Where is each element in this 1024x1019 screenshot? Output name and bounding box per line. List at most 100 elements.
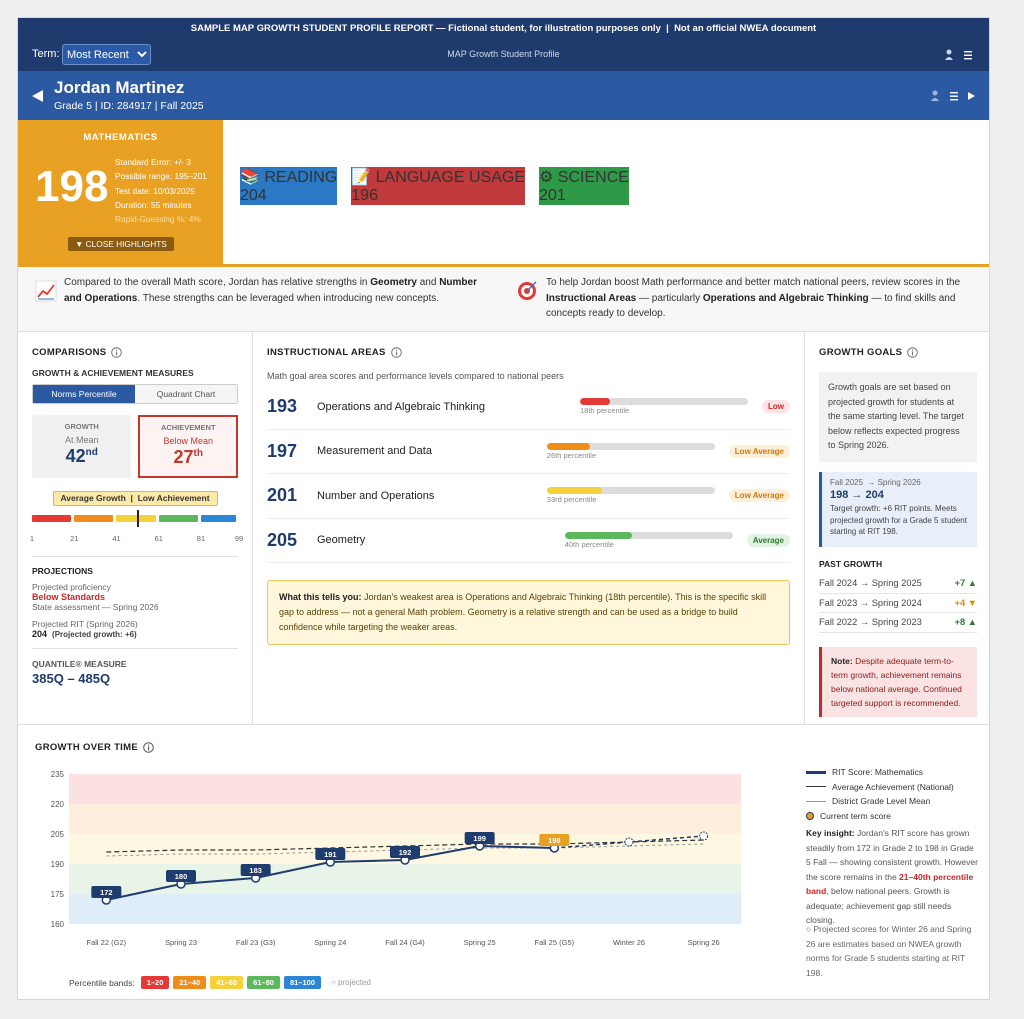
text-run: — to find skills and concepts ready to d… <box>546 292 956 320</box>
percentile-label: 33rd percentile <box>546 495 597 505</box>
instructional-description: Math goal area scores and performance le… <box>267 371 564 381</box>
band-chip: 1–20 <box>140 976 170 989</box>
achievement-label: ACHIEVEMENT <box>160 423 216 432</box>
data-label-bg <box>91 886 122 898</box>
proficiency-note: State assessment — Spring 2026 <box>32 602 159 612</box>
area-bar: 26th percentile <box>546 442 715 460</box>
area-score: 205 <box>267 529 298 550</box>
subject-pill[interactable]: 📚 READING 204 <box>240 167 338 205</box>
bar-fill <box>580 398 611 406</box>
tab[interactable]: Quadrant Chart <box>135 385 237 403</box>
percentile-band <box>69 894 741 924</box>
legend-item: Average Achievement (National) <box>806 780 954 795</box>
bar-track <box>546 442 715 450</box>
area-bar: 40th percentile <box>564 531 733 549</box>
band-chip: 81–100 <box>283 976 321 989</box>
toolbar-icons[interactable] <box>944 49 974 61</box>
x-tick-label: Fall 24 (G4) <box>385 938 425 947</box>
text-run: — particularly <box>636 292 703 304</box>
subject-score: 201 <box>539 187 566 204</box>
math-detail: Standard Error: +/- 3 <box>115 157 191 167</box>
text-run: Number and Operations <box>64 277 477 304</box>
text-run: . These strengths can be leveraged when … <box>137 292 440 304</box>
percentile-label: 18th percentile <box>580 406 630 416</box>
scale-tick-label: 99 <box>234 534 244 543</box>
data-label: 191 <box>324 850 337 859</box>
past-change: +8 ▲ <box>954 617 977 627</box>
past-row: Fall 2023 → Spring 2024 +4 ▼ <box>819 594 977 613</box>
achievement-percentile: 27 <box>173 447 194 467</box>
growth-label: GROWTH <box>64 422 99 431</box>
quantile-title: QUANTILE® MEASURE <box>32 659 127 669</box>
data-label: 183 <box>249 866 262 875</box>
past-row: Fall 2024 → Spring 2025 +7 ▲ <box>819 574 977 594</box>
header-icons[interactable] <box>930 90 978 102</box>
data-label: 172 <box>100 888 113 897</box>
quadrant-badge: Average Growth | Low Achievement <box>52 491 218 506</box>
growth-box: GROWTH At Mean 42nd <box>32 415 132 478</box>
tab-active[interactable]: Norms Percentile <box>33 385 135 403</box>
section-heading: COMPARISONS <box>32 346 238 358</box>
achievement-sub: Below Mean <box>163 436 213 446</box>
subject-name: ⚙ SCIENCE <box>539 169 629 186</box>
projections-title: PROJECTIONS <box>32 566 93 576</box>
level-badge: Low <box>762 400 790 414</box>
y-tick-label: 220 <box>51 800 65 809</box>
close-highlights-button[interactable]: ▼ CLOSE HIGHLIGHTS <box>68 237 174 251</box>
term-select[interactable]: Most Recent <box>62 44 151 65</box>
scale-segment <box>116 515 156 522</box>
info-icon[interactable] <box>143 741 154 753</box>
percentile-label: 26th percentile <box>546 450 596 460</box>
target-icon <box>518 281 537 300</box>
subject-score: 204 <box>240 187 267 204</box>
math-detail: Rapid-Guessing %: 4% <box>115 214 201 225</box>
data-label-bg <box>390 846 420 858</box>
level-badge: Low Average <box>728 444 790 458</box>
chart: 160 175 190 205 220 235 Fall 22 (G2) Spring 23 F… <box>51 770 741 947</box>
subject-row: MATHEMATICS 198 Standard Error: +/- 3 Pos… <box>18 120 989 267</box>
student-name: Jordan Martinez <box>54 78 185 97</box>
goal-note-box: Note: Despite adequate term-to-term grow… <box>819 646 977 717</box>
data-label-bg <box>464 832 495 844</box>
area-name: Geometry <box>317 534 366 547</box>
legend-item: RIT Score: Mathematics <box>806 765 923 780</box>
subject-name: 📚 READING <box>240 169 338 186</box>
bar-fill <box>546 442 591 450</box>
legend-label: RIT Score: Mathematics <box>832 767 924 778</box>
info-icon[interactable] <box>907 346 919 358</box>
subject-pill[interactable]: ⚙ SCIENCE 201 <box>539 167 629 205</box>
prev-button[interactable] <box>32 90 44 102</box>
scale-segment <box>158 515 198 522</box>
info-icon[interactable] <box>111 346 123 358</box>
y-tick-label: 205 <box>51 830 65 839</box>
growth-value: 42nd <box>32 446 131 467</box>
section-heading: INSTRUCTIONAL AREAS <box>267 346 790 358</box>
ordinal: th <box>193 448 203 459</box>
text-run: Geometry <box>370 277 417 288</box>
text-run: Despite adequate term-to-term growth, ac… <box>831 655 962 708</box>
data-label: 199 <box>473 834 486 843</box>
projected-label: ○ projected <box>330 978 371 987</box>
scale-marker <box>136 510 139 527</box>
goal-box: Fall 2025 → Spring 2026 198 → 204 Target… <box>819 472 977 547</box>
legend-swatch <box>806 786 826 788</box>
past-change: +7 ▲ <box>954 578 977 588</box>
rit-note: (Projected growth: +6) <box>52 630 137 639</box>
callout: What this tells you: Jordan's weakest ar… <box>267 580 790 645</box>
text-run: Key insight: <box>806 828 855 838</box>
divider <box>32 648 238 649</box>
highlight-text: To help Jordan boost Math performance an… <box>546 275 976 322</box>
text-run: Operations and Algebraic Thinking <box>702 292 869 304</box>
scale-tick-label: 1 <box>29 534 35 543</box>
divider <box>32 556 238 557</box>
area-row: 201 Number and Operations 33rd percentile L… <box>267 474 790 519</box>
text-run: Jordan's weakest area is Operations and … <box>279 592 767 632</box>
subject-pill[interactable]: 📝 LANGUAGE USAGE 196 <box>351 167 526 205</box>
info-icon[interactable] <box>390 346 402 358</box>
toolbar: Term: Most Recent MAP Growth Student Pro… <box>18 39 989 71</box>
measures-subtitle: GROWTH & ACHIEVEMENT MEASURES <box>32 368 194 378</box>
detail-columns: COMPARISONS GROWTH & ACHIEVEMENT MEASURE… <box>18 332 989 725</box>
data-label-bg <box>539 834 570 846</box>
subject-pills: 📚 READING 204 📝 LANGUAGE USAGE 196 ⚙ SCIENCE… <box>240 167 629 205</box>
data-label-bg <box>166 870 196 882</box>
